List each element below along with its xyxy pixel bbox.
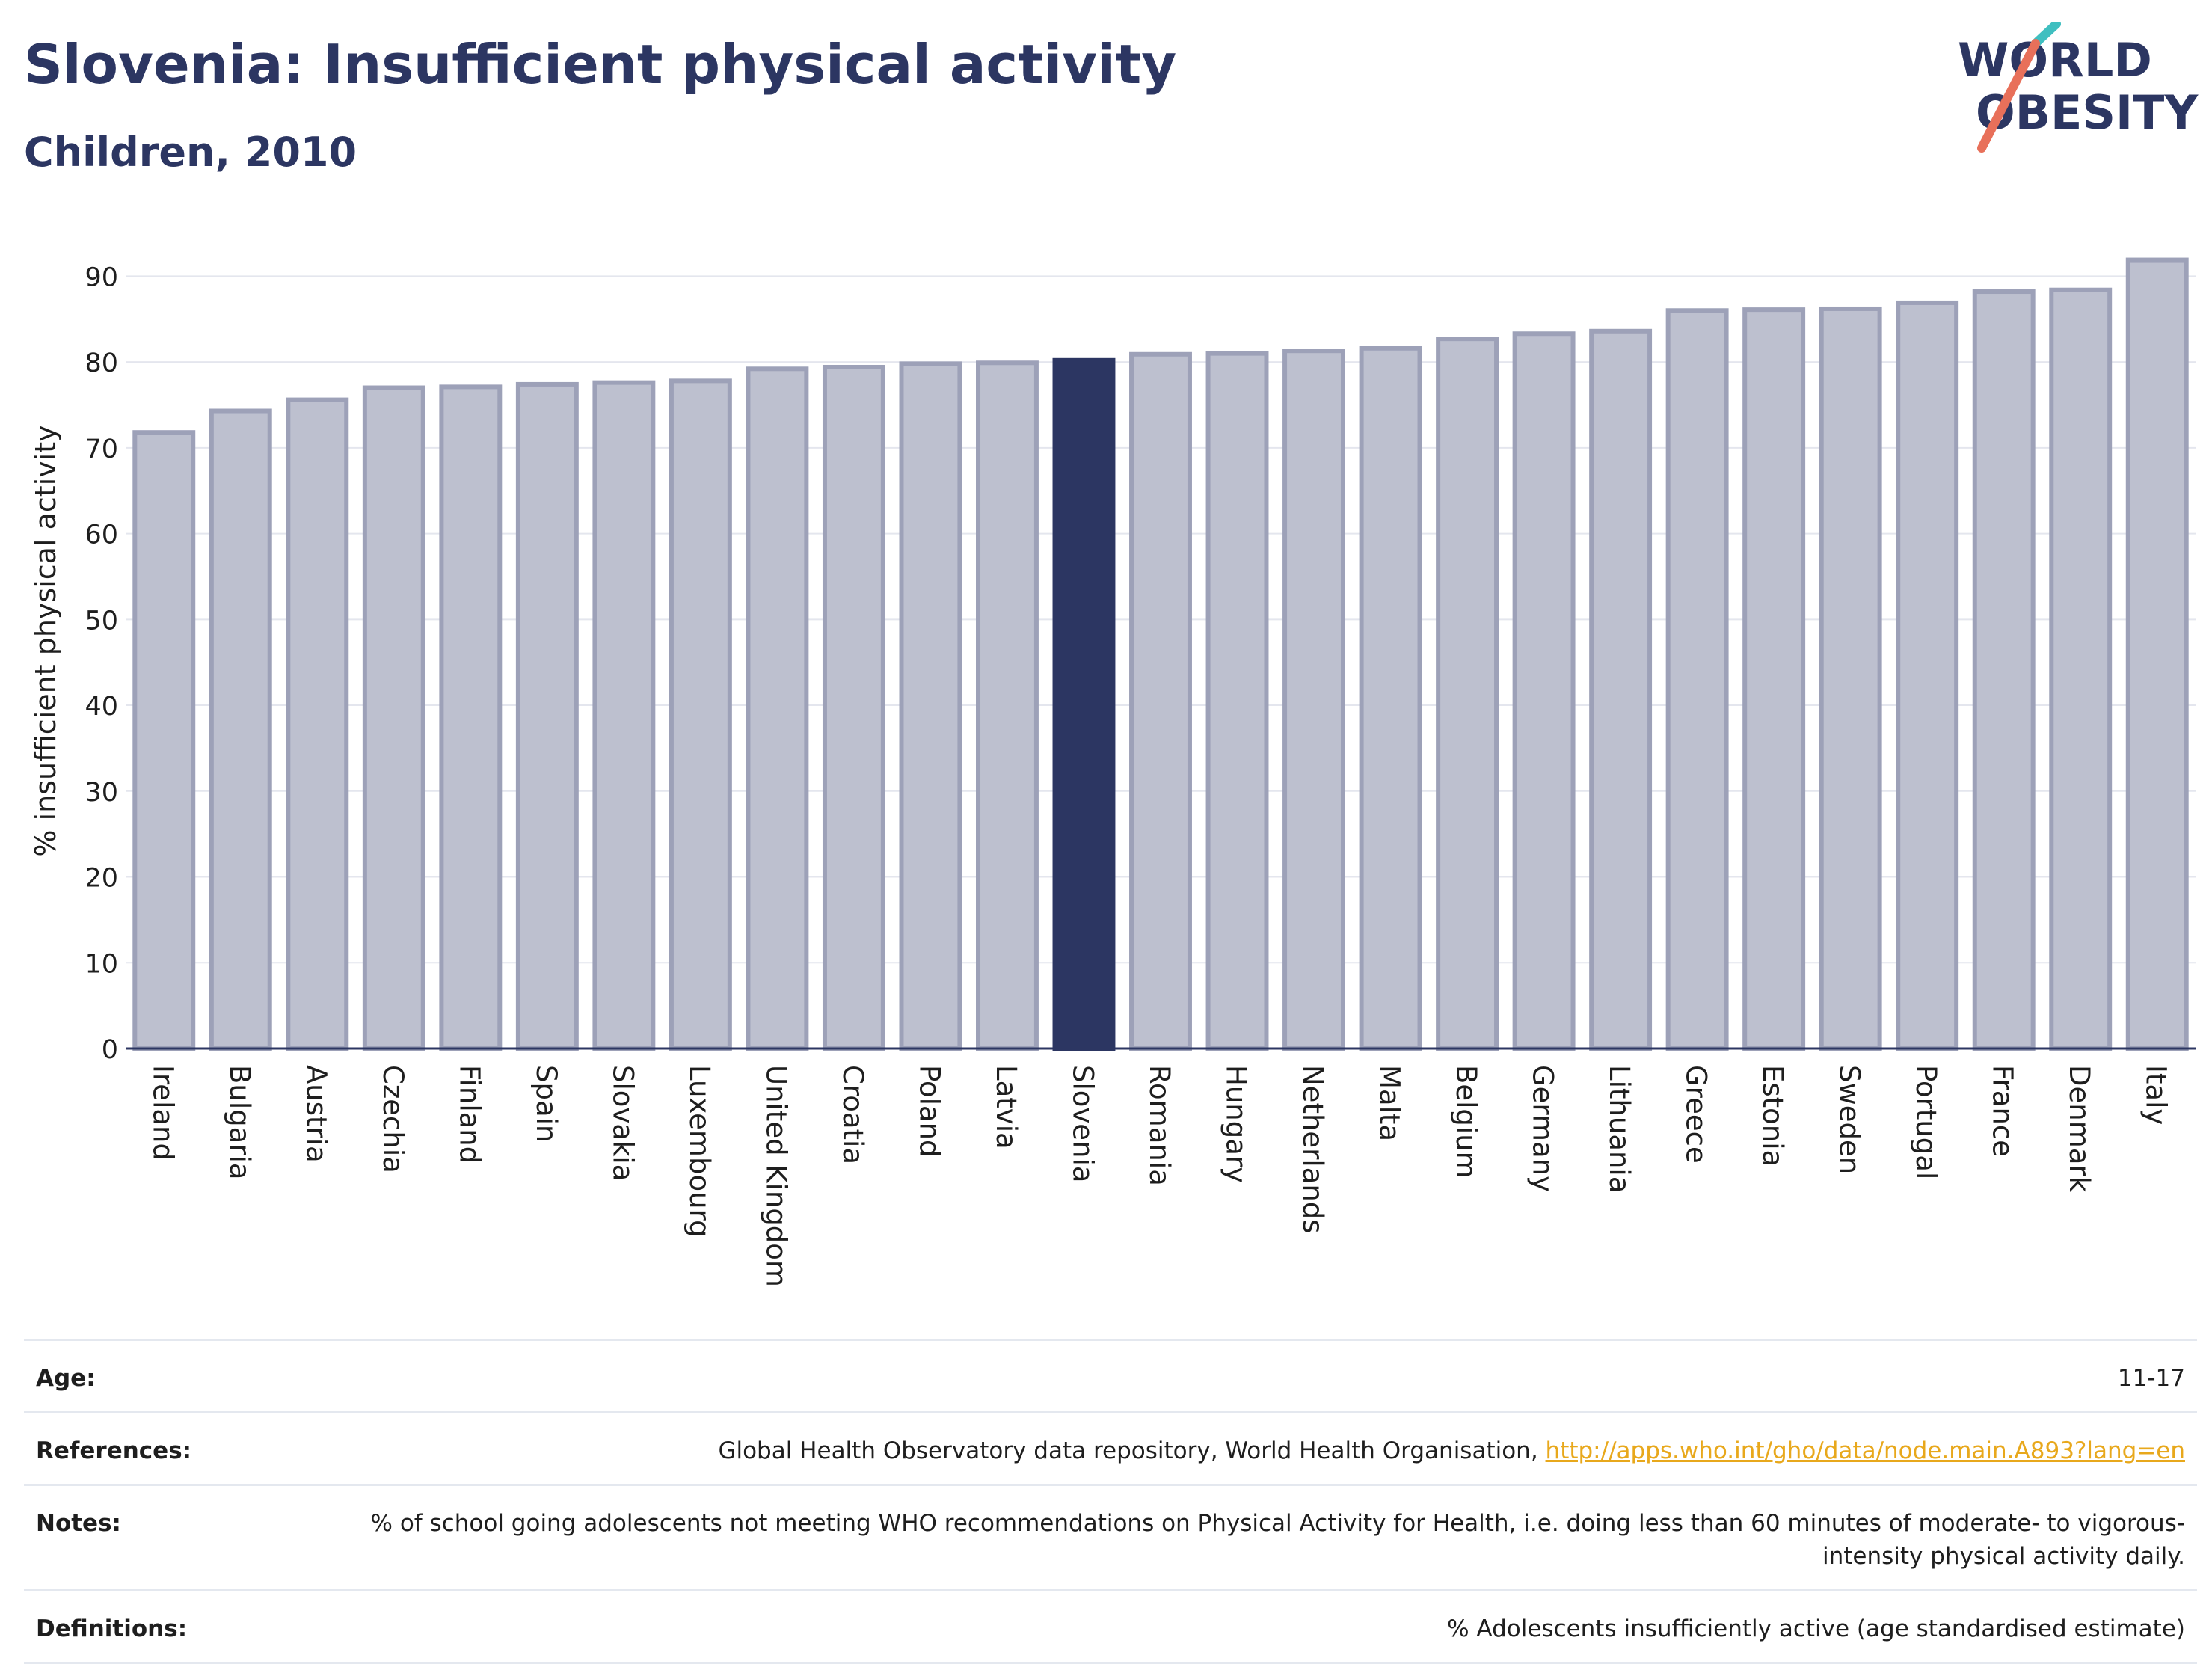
bar-lithuania xyxy=(1589,328,1653,1051)
bar-belgium xyxy=(1436,337,1499,1051)
bar-czechia xyxy=(362,385,425,1051)
footer-row-age: Age: 11-17 xyxy=(24,1339,2197,1411)
x-tick-label: Croatia xyxy=(837,1065,869,1164)
y-tick-label: 0 xyxy=(102,1035,118,1065)
x-tick-label: Spain xyxy=(530,1065,562,1142)
x-tick-label: Sweden xyxy=(1834,1065,1866,1174)
x-tick-label: Bulgaria xyxy=(224,1065,256,1179)
bar-germany xyxy=(1512,331,1576,1051)
bar-united-kingdom xyxy=(746,366,809,1051)
world-obesity-logo: WORLD OBESITY xyxy=(1958,22,2199,153)
x-tick-label: Czechia xyxy=(377,1065,409,1173)
bar-denmark xyxy=(2049,287,2113,1051)
x-tick-label: Portugal xyxy=(1910,1065,1942,1179)
x-tick-label: Slovakia xyxy=(606,1065,639,1181)
footer-row-definitions: Definitions: % Adolescents insufficientl… xyxy=(24,1589,2197,1664)
x-tick-label: Latvia xyxy=(990,1065,1022,1149)
y-tick-label: 40 xyxy=(85,692,118,722)
x-tick-label: Poland xyxy=(913,1065,945,1158)
y-tick-label: 10 xyxy=(85,949,118,979)
bar-austria xyxy=(286,397,349,1051)
x-tick-label: France xyxy=(1987,1065,2019,1157)
x-tick-label: Finland xyxy=(453,1065,485,1164)
logo-accent-coral xyxy=(1977,39,2040,153)
y-axis-label: % insufficient physical activity xyxy=(29,425,62,856)
bar-croatia xyxy=(822,364,885,1051)
x-tick-label: United Kingdom xyxy=(760,1065,792,1287)
bar-hungary xyxy=(1205,351,1269,1051)
x-tick-label: Netherlands xyxy=(1297,1065,1329,1234)
x-tick-label: Luxembourg xyxy=(683,1065,716,1238)
bar-france xyxy=(1972,289,2036,1051)
bar-malta xyxy=(1359,346,1422,1051)
x-tick-label: Estonia xyxy=(1757,1065,1789,1167)
x-tick-label: Greece xyxy=(1680,1065,1712,1164)
bar-poland xyxy=(899,361,962,1051)
notes-value: % of school going adolescents not meetin… xyxy=(370,1510,2185,1570)
definitions-label: Definitions: xyxy=(36,1615,188,1642)
references-value: Global Health Observatory data repositor… xyxy=(718,1434,2185,1467)
bar-romania xyxy=(1129,351,1192,1051)
bar-portugal xyxy=(1896,300,1959,1051)
y-tick-label: 70 xyxy=(85,435,118,464)
footer-row-references: References: Global Health Observatory da… xyxy=(24,1411,2197,1484)
x-tick-label: Germany xyxy=(1527,1065,1559,1192)
bar-chart: 0 10 20 30 40 50 60 70 80 90 % insufficient physic… xyxy=(29,257,2196,1287)
x-tick-label: Italy xyxy=(2140,1065,2172,1125)
x-tick-label: Hungary xyxy=(1220,1065,1253,1183)
x-tick-label: Ireland xyxy=(147,1065,179,1161)
bar-greece xyxy=(1665,308,1729,1051)
bar-luxembourg xyxy=(669,378,732,1051)
y-tick-label: 30 xyxy=(85,778,118,808)
y-tick-label: 60 xyxy=(85,521,118,550)
logo-accent-teal xyxy=(2031,22,2061,48)
bar-italy xyxy=(2125,257,2189,1051)
page-title: Slovenia: Insufficient physical activity xyxy=(24,33,1177,96)
references-label: References: xyxy=(36,1437,192,1464)
chart-footer: Age: 11-17 References: Global Health Obs… xyxy=(24,1339,2197,1664)
bar-latvia xyxy=(976,360,1039,1051)
x-tick-label: Slovenia xyxy=(1066,1065,1099,1182)
bar-estonia xyxy=(1742,307,1806,1051)
bar-bulgaria xyxy=(209,408,272,1051)
bar-finland xyxy=(439,384,503,1051)
logo-line1: WORLD xyxy=(1958,33,2152,88)
definitions-value: % Adolescents insufficiently active (age… xyxy=(1447,1615,2185,1642)
y-tick-label: 90 xyxy=(85,263,118,292)
bar-ireland xyxy=(132,430,196,1051)
y-tick-label: 20 xyxy=(85,864,118,894)
age-value: 11-17 xyxy=(2117,1365,2185,1392)
x-tick-label: Lithuania xyxy=(1603,1065,1635,1193)
bar-slovakia xyxy=(592,380,656,1051)
x-tick-label: Denmark xyxy=(2063,1065,2095,1193)
bar-slovenia xyxy=(1052,357,1116,1051)
references-text: Global Health Observatory data repositor… xyxy=(718,1437,1538,1464)
x-tick-label: Belgium xyxy=(1450,1065,1482,1179)
age-label: Age: xyxy=(36,1365,96,1392)
page-subtitle: Children, 2010 xyxy=(24,129,357,176)
x-tick-label: Malta xyxy=(1374,1065,1406,1141)
x-tick-label: Austria xyxy=(300,1065,332,1163)
bar-netherlands xyxy=(1282,349,1345,1051)
references-link[interactable]: http://apps.who.int/gho/data/node.main.A… xyxy=(1545,1437,2185,1464)
y-tick-label: 80 xyxy=(85,349,118,378)
notes-label: Notes: xyxy=(36,1510,121,1537)
x-tick-label: Romania xyxy=(1143,1065,1176,1186)
y-tick-label: 50 xyxy=(85,606,118,636)
bar-spain xyxy=(515,381,579,1051)
bar-sweden xyxy=(1819,306,1882,1051)
footer-row-notes: Notes: % of school going adolescents not… xyxy=(24,1484,2197,1589)
